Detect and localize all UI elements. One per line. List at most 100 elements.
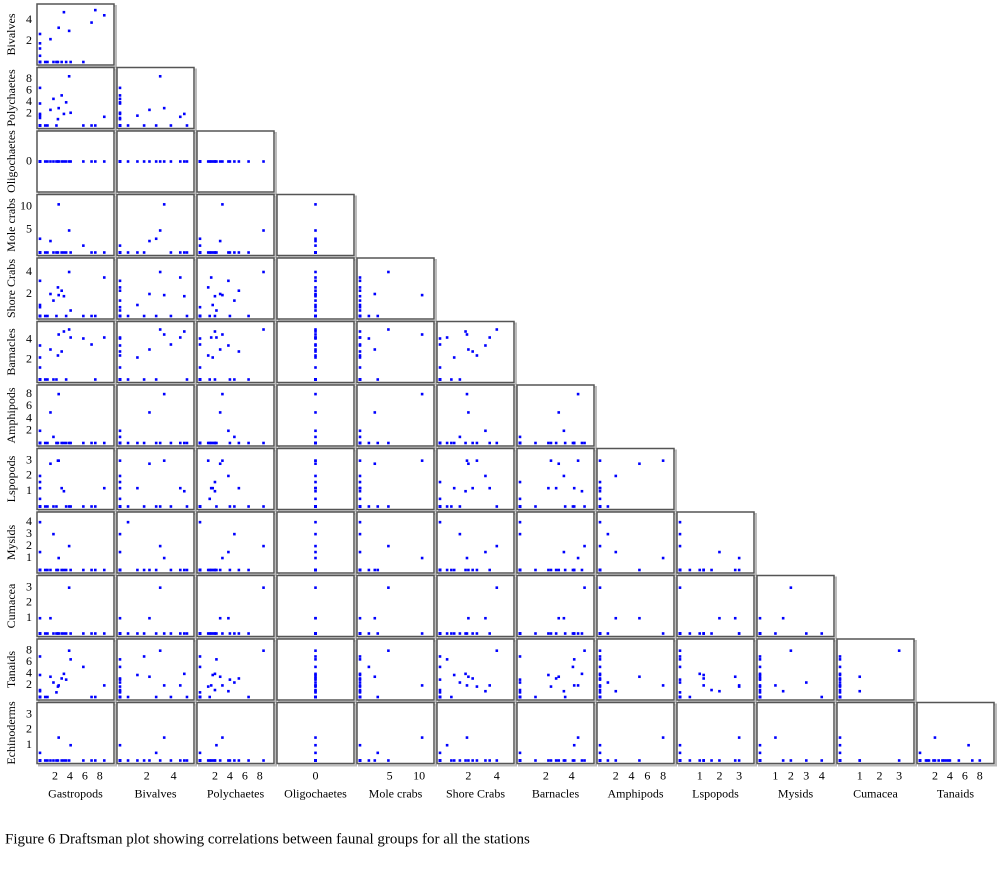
- point: [488, 568, 491, 572]
- y-tick-label: 3: [26, 706, 32, 720]
- point: [438, 480, 442, 484]
- y-tick-label: 2: [26, 677, 32, 691]
- y-axis-label: Bivalves: [4, 13, 18, 55]
- x-axis-label: Cumacea: [853, 786, 898, 800]
- point: [918, 751, 922, 755]
- point: [838, 655, 842, 658]
- point: [118, 486, 122, 490]
- point: [198, 568, 202, 572]
- x-axis-label: Barnacles: [532, 786, 580, 800]
- x-tick-label: 4: [494, 768, 500, 782]
- point: [82, 568, 85, 572]
- panel: [436, 320, 515, 384]
- point: [467, 675, 470, 679]
- point: [43, 759, 47, 762]
- point: [49, 675, 52, 679]
- point: [158, 759, 162, 762]
- point: [82, 244, 85, 247]
- point: [158, 229, 162, 232]
- point: [38, 429, 42, 433]
- point: [554, 677, 558, 680]
- point: [94, 8, 97, 12]
- point: [262, 586, 265, 589]
- point: [941, 759, 944, 762]
- point: [471, 568, 474, 572]
- point: [838, 695, 842, 699]
- point: [218, 292, 222, 296]
- point: [572, 486, 576, 490]
- panel: [276, 701, 355, 765]
- point: [90, 441, 93, 445]
- point: [314, 474, 317, 478]
- panel: [196, 193, 275, 257]
- point: [118, 688, 122, 692]
- y-tick-label: 0: [26, 153, 32, 167]
- point: [387, 441, 390, 445]
- point: [465, 632, 469, 635]
- point: [52, 299, 55, 302]
- point: [554, 486, 558, 490]
- point: [208, 759, 212, 762]
- point: [897, 649, 901, 652]
- point: [158, 328, 162, 331]
- point: [518, 695, 522, 699]
- point: [52, 759, 55, 762]
- point: [43, 251, 47, 254]
- y-tick-label: 2: [26, 286, 32, 300]
- point: [169, 441, 173, 445]
- y-tick-label: 4: [26, 331, 32, 345]
- point: [314, 299, 317, 302]
- point: [169, 251, 173, 254]
- point: [211, 251, 215, 254]
- x-axis-label: Shore Crabs: [446, 786, 505, 800]
- point: [438, 655, 442, 658]
- point: [38, 751, 42, 755]
- point: [118, 94, 122, 97]
- point: [733, 616, 737, 620]
- point: [136, 160, 139, 163]
- point: [118, 505, 122, 508]
- point: [198, 632, 202, 635]
- point: [367, 337, 371, 340]
- point: [142, 759, 146, 762]
- point: [314, 203, 317, 206]
- point: [614, 689, 618, 693]
- point: [471, 350, 474, 353]
- point: [598, 665, 602, 669]
- point: [576, 736, 580, 739]
- point: [82, 505, 85, 508]
- point: [838, 759, 842, 762]
- point: [358, 681, 362, 684]
- point: [758, 678, 762, 681]
- point: [118, 112, 122, 116]
- point: [376, 568, 380, 572]
- point: [60, 289, 63, 292]
- point: [247, 160, 250, 163]
- point: [458, 378, 462, 381]
- point: [571, 665, 575, 669]
- y-axis-label: Echinoderms: [4, 701, 18, 765]
- point: [781, 616, 785, 620]
- point: [450, 378, 453, 381]
- point: [614, 616, 618, 620]
- point: [598, 497, 602, 501]
- point: [233, 378, 236, 381]
- point: [314, 486, 317, 490]
- point: [56, 441, 60, 445]
- point: [227, 616, 230, 620]
- y-tick-label: 8: [26, 71, 32, 85]
- point: [373, 759, 377, 762]
- y-tick-label: 2: [26, 106, 32, 120]
- point: [62, 330, 66, 333]
- point: [678, 632, 682, 635]
- point: [678, 532, 682, 536]
- point: [702, 673, 705, 677]
- point: [563, 695, 567, 699]
- point: [118, 124, 122, 127]
- point: [52, 60, 55, 64]
- panel: [356, 638, 435, 701]
- point: [638, 675, 641, 679]
- y-tick-label: 2: [26, 468, 32, 482]
- x-tick-label: 3: [803, 768, 809, 782]
- point: [118, 743, 122, 747]
